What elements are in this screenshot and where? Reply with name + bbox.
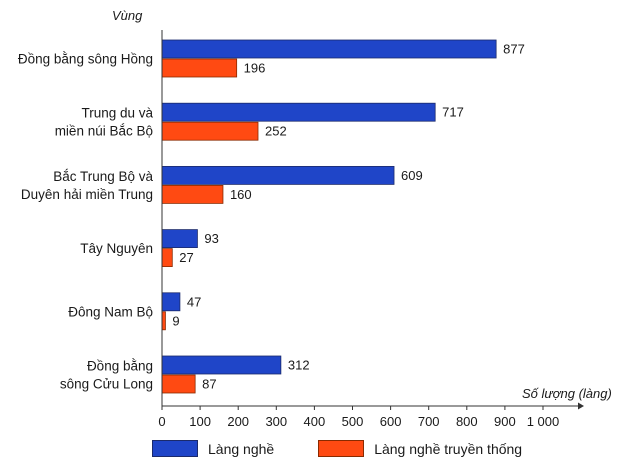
data-label-2-5: 9 bbox=[172, 313, 179, 328]
data-label-1-6: 312 bbox=[288, 358, 310, 373]
data-label-2-2: 252 bbox=[265, 124, 287, 139]
category-label-3-line-1: Bắc Trung Bộ và bbox=[53, 169, 153, 184]
data-label-1-1: 877 bbox=[503, 42, 525, 57]
bar-1-4 bbox=[161, 229, 198, 249]
legend-swatch-series-2 bbox=[318, 440, 365, 457]
x-tick-label-11: 1 000 bbox=[527, 414, 560, 429]
bar-2-6 bbox=[161, 374, 196, 394]
legend-item-series-1: Làng nghề bbox=[152, 440, 274, 457]
bar-1-1 bbox=[161, 39, 497, 59]
data-label-2-6: 87 bbox=[202, 377, 216, 392]
x-tick-label-10: 900 bbox=[494, 414, 516, 429]
y-axis-title: Vùng bbox=[112, 8, 143, 23]
bar-2-1 bbox=[161, 58, 238, 78]
category-label-1: Đồng bằng sông Hồng bbox=[18, 52, 153, 67]
x-tick-label-4: 300 bbox=[265, 414, 287, 429]
bar-2-5 bbox=[161, 311, 166, 331]
x-tick-label-6: 500 bbox=[342, 414, 364, 429]
category-label-2-line-1: Trung du và bbox=[81, 106, 153, 121]
data-label-2-3: 160 bbox=[230, 187, 252, 202]
legend-label-series-2: Làng nghề truyền thống bbox=[374, 440, 523, 457]
x-tick-label-1: 0 bbox=[158, 414, 165, 429]
x-tick-label-7: 600 bbox=[380, 414, 402, 429]
data-label-1-4: 93 bbox=[204, 231, 218, 246]
x-tick-label-9: 800 bbox=[456, 414, 478, 429]
bar-1-6 bbox=[161, 355, 282, 375]
x-axis-arrow bbox=[578, 402, 584, 410]
x-tick-label-8: 700 bbox=[418, 414, 440, 429]
data-label-2-1: 196 bbox=[244, 61, 266, 76]
bar-2-2 bbox=[161, 121, 259, 141]
category-label-6-line-2: sông Cửu Long bbox=[60, 377, 153, 392]
bar-2-4 bbox=[161, 248, 173, 268]
x-tick-label-3: 200 bbox=[227, 414, 249, 429]
category-label-4: Tây Nguyên bbox=[80, 241, 153, 256]
bar-1-3 bbox=[161, 165, 395, 185]
category-label-3-line-2: Duyên hải miền Trung bbox=[21, 187, 153, 202]
data-label-1-3: 609 bbox=[401, 168, 423, 183]
category-label-5: Đông Nam Bộ bbox=[68, 304, 153, 319]
legend: Làng nghề Làng nghề truyền thống bbox=[152, 440, 566, 457]
legend-label-series-1: Làng nghề bbox=[208, 440, 275, 457]
category-label-6-line-1: Đồng bằng bbox=[87, 359, 153, 374]
legend-item-series-2: Làng nghề truyền thống bbox=[318, 440, 522, 457]
legend-swatch-series-1 bbox=[152, 440, 198, 457]
data-label-1-5: 47 bbox=[187, 294, 201, 309]
data-label-2-4: 27 bbox=[179, 250, 193, 265]
bar-1-2 bbox=[161, 102, 436, 122]
x-axis-title: Số lượng (làng) bbox=[522, 386, 612, 401]
x-tick-label-2: 100 bbox=[189, 414, 211, 429]
bar-2-3 bbox=[161, 184, 224, 204]
x-tick-label-5: 400 bbox=[304, 414, 326, 429]
category-label-2-line-2: miền núi Bắc Bộ bbox=[55, 124, 153, 139]
bar-1-5 bbox=[161, 292, 181, 312]
data-label-1-2: 717 bbox=[442, 105, 464, 120]
